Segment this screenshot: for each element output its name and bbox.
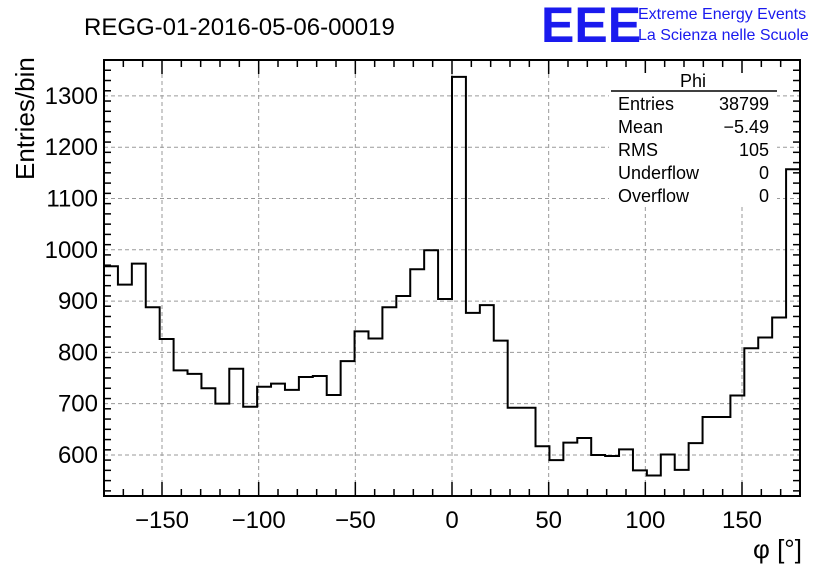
y-axis-title: Entries/bin	[10, 57, 40, 180]
x-axis-title: φ [°]	[753, 534, 802, 564]
logo-mark: EEE	[541, 0, 641, 53]
logo-line-1: Extreme Energy Events	[638, 6, 806, 23]
stats-value-entries: 38799	[719, 94, 769, 114]
stats-label-rms: RMS	[618, 140, 658, 160]
histogram-line	[104, 75, 800, 477]
x-tick-label: −150	[135, 507, 189, 534]
x-tick-label: 50	[535, 507, 562, 534]
eee-logo: EEE Extreme Energy Events La Scienza nel…	[541, 0, 809, 53]
stats-label-underflow: Underflow	[618, 163, 700, 183]
y-tick-label: 700	[58, 391, 98, 418]
stats-rows: Entries 38799 Mean −5.49 RMS 105 Underflow 0 Ove…	[618, 94, 769, 206]
stats-label-mean: Mean	[618, 117, 663, 137]
stats-value-mean: −5.49	[723, 117, 769, 137]
stats-value-rms: 105	[739, 140, 769, 160]
y-tick-label: 1100	[46, 185, 98, 212]
x-tick-label: −50	[335, 507, 376, 534]
stats-box: Phi Entries 38799 Mean −5.49 RMS 105 Underflow…	[609, 71, 777, 207]
stats-label-overflow: Overflow	[618, 186, 690, 206]
y-tick-label: 900	[58, 288, 98, 315]
y-tick-label: 1000	[45, 237, 98, 264]
chart-title: REGG-01-2016-05-06-00019	[84, 14, 395, 41]
stats-box-background	[609, 73, 777, 207]
stats-value-overflow: 0	[759, 186, 769, 206]
logo-line-2: La Scienza nelle Scuole	[638, 27, 809, 44]
y-tick-label: 800	[58, 339, 98, 366]
y-tick-label: 1300	[45, 83, 98, 110]
x-tick-label: 0	[445, 507, 458, 534]
stats-value-underflow: 0	[759, 163, 769, 183]
y-axis-ticks: 600 700 800 900 1000 1100 1200 1300	[45, 59, 800, 492]
stats-label-entries: Entries	[618, 94, 674, 114]
x-tick-label: 150	[722, 507, 762, 534]
x-tick-label: −100	[232, 507, 286, 534]
y-tick-label: 1200	[45, 134, 98, 161]
x-tick-label: 100	[625, 507, 665, 534]
x-axis-ticks: −150 −100 −50 0 50 100 150	[103, 60, 801, 534]
y-tick-label: 600	[58, 442, 98, 469]
stats-title: Phi	[680, 71, 706, 91]
